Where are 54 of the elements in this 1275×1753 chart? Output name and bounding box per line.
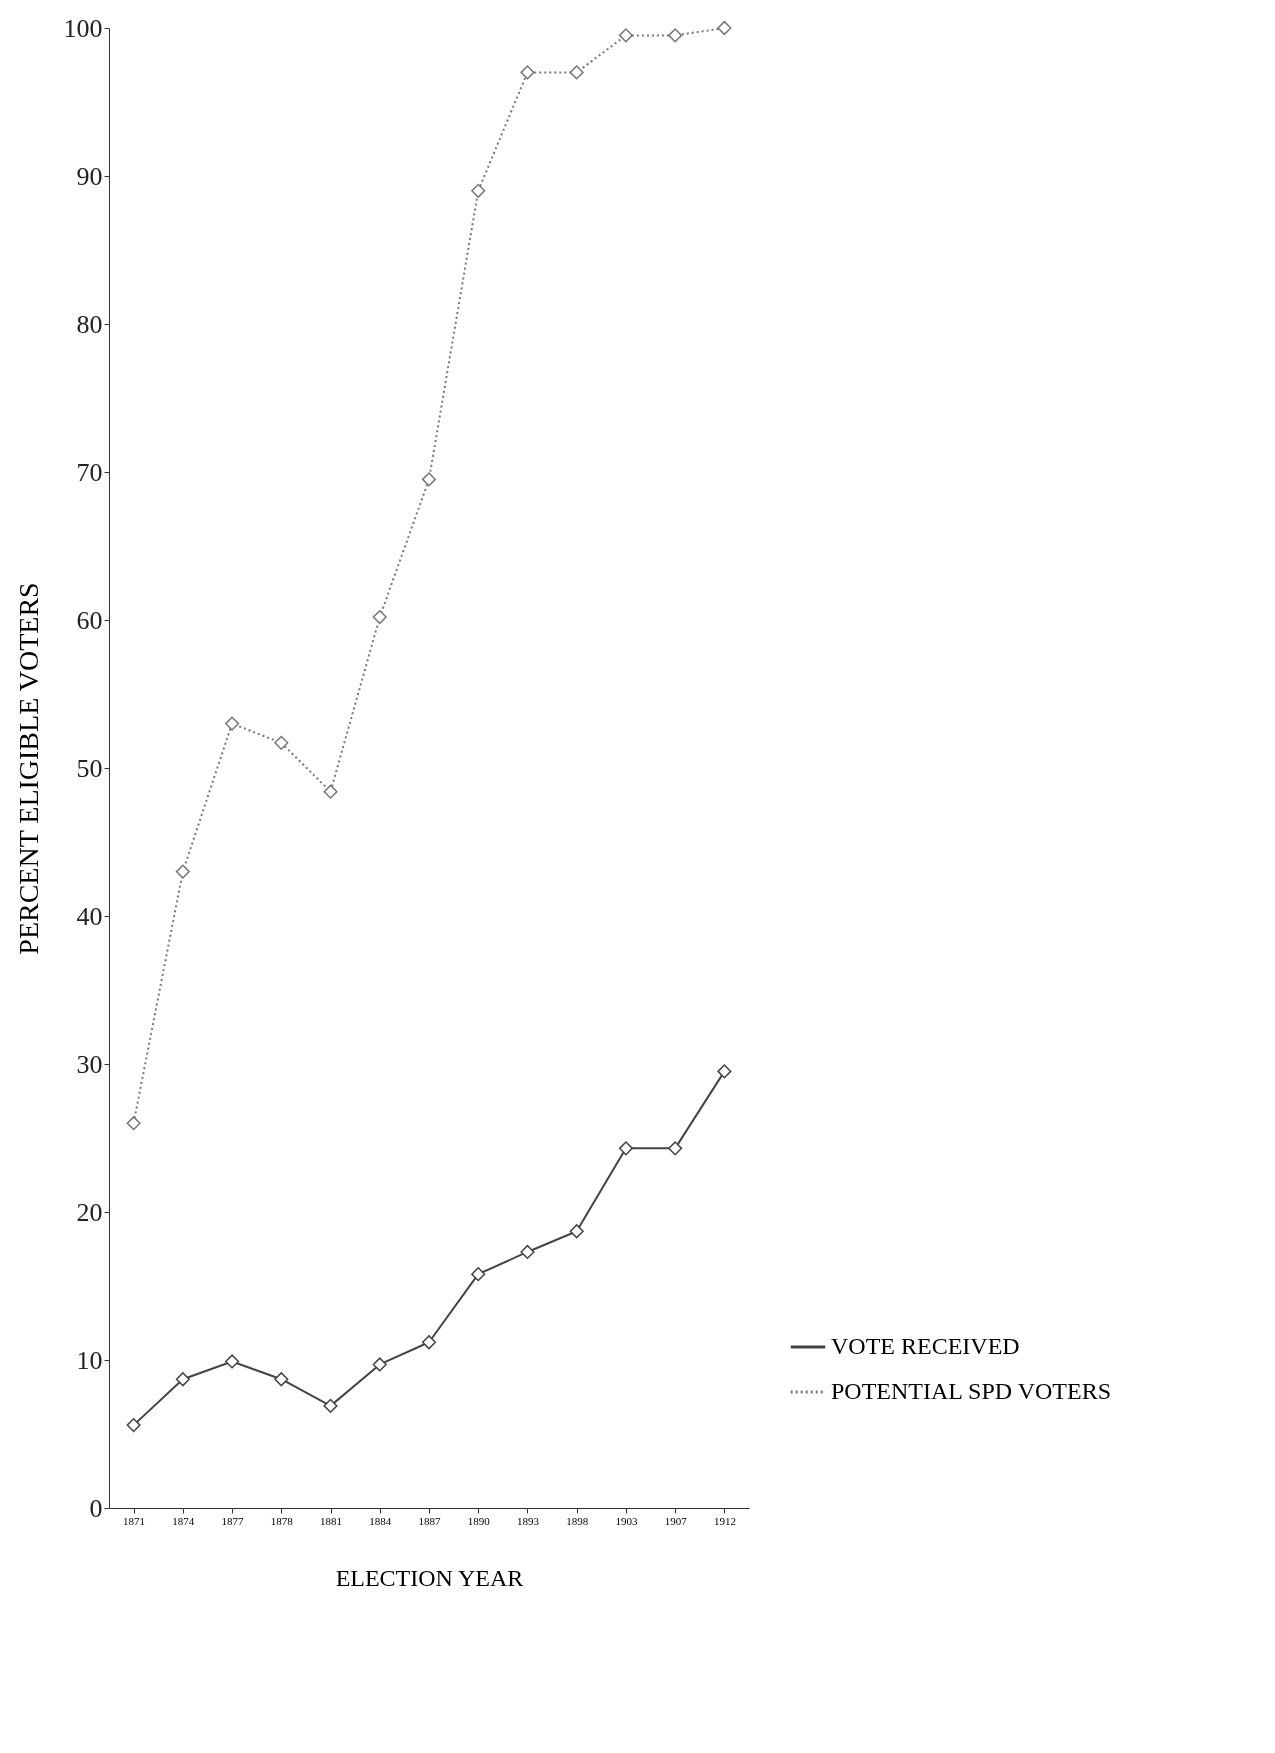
- point: [372, 609, 387, 625]
- point: [175, 1372, 190, 1387]
- y-tick-label: 50: [76, 753, 103, 783]
- point: [668, 1141, 683, 1156]
- legend-label: VOTE RECEIVED: [831, 1333, 1020, 1359]
- y-tick-label: 40: [76, 901, 103, 931]
- x-tick-label: 1874: [172, 1514, 195, 1527]
- point: [618, 1141, 633, 1156]
- y-tick-label: 20: [76, 1197, 103, 1227]
- y-axis-title: PERCENT ELIGIBLE VOTERS: [12, 582, 44, 955]
- point: [471, 183, 486, 198]
- y-tick-label: 0: [89, 1493, 103, 1523]
- y-tick-label: 80: [76, 309, 103, 339]
- point: [421, 1335, 437, 1350]
- y-tick-label: 30: [76, 1049, 103, 1079]
- x-tick-label: 1887: [418, 1514, 441, 1527]
- y-tick-label: 70: [76, 457, 103, 487]
- x-tick-label: 1878: [270, 1514, 294, 1527]
- x-tick-label: 1893: [516, 1514, 540, 1527]
- point: [668, 28, 683, 43]
- point: [471, 1267, 486, 1282]
- point: [225, 716, 240, 731]
- point: [421, 472, 437, 487]
- point: [126, 1418, 141, 1433]
- point: [323, 784, 338, 799]
- point: [618, 28, 633, 43]
- point: [717, 1064, 732, 1079]
- x-tick-label: 1898: [566, 1514, 589, 1527]
- point: [225, 1354, 240, 1369]
- x-tick-label: 1881: [320, 1514, 343, 1527]
- point: [372, 1357, 387, 1372]
- point: [520, 1244, 535, 1260]
- legend-label: POTENTIAL SPD VOTERS: [831, 1378, 1112, 1404]
- point: [274, 1372, 289, 1387]
- point: [717, 20, 732, 36]
- point: [569, 1224, 584, 1239]
- point: [569, 65, 584, 80]
- point: [323, 1398, 338, 1413]
- x-tick-label: 1877: [221, 1514, 245, 1527]
- y-tick-label: 60: [76, 605, 103, 635]
- x-axis-title: ELECTION YEAR: [335, 1564, 524, 1591]
- y-tick-label: 90: [76, 161, 103, 191]
- x-tick-label: 1907: [664, 1514, 688, 1527]
- x-tick-label: 1903: [615, 1514, 638, 1527]
- point: [175, 864, 190, 879]
- point: [126, 1116, 141, 1131]
- y-tick-label: 10: [76, 1345, 103, 1375]
- point: [520, 65, 535, 80]
- point: [274, 735, 289, 750]
- y-tick-label: 100: [63, 13, 103, 43]
- x-tick-label: 1912: [713, 1514, 736, 1527]
- x-tick-label: 1890: [467, 1514, 491, 1527]
- x-tick-label: 1871: [123, 1514, 146, 1527]
- x-tick-label: 1884: [369, 1514, 392, 1527]
